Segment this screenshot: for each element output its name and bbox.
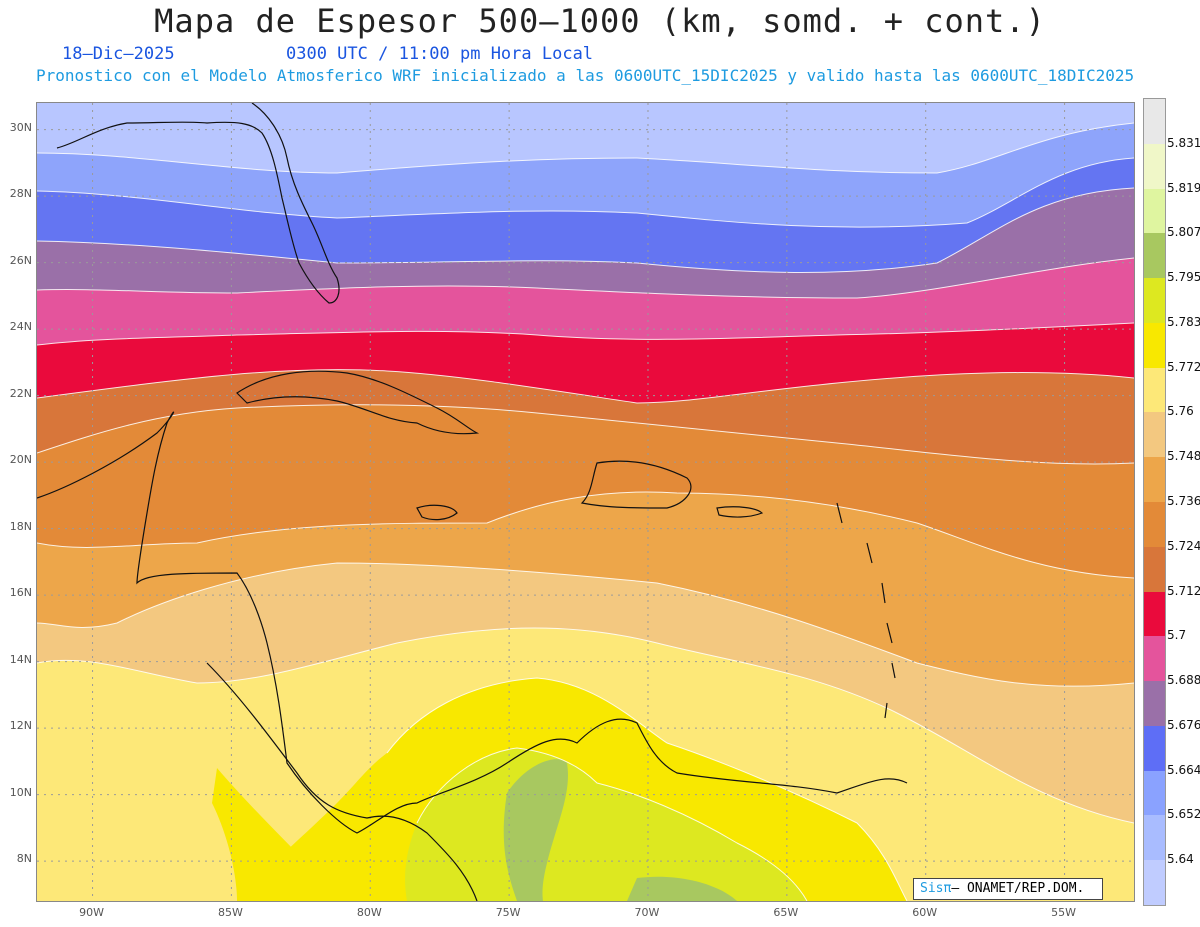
thickness-fill-layer bbox=[37, 103, 1134, 901]
colorbar-segment bbox=[1144, 367, 1165, 413]
lat-label: 28N bbox=[9, 187, 32, 201]
lat-lon-grid bbox=[37, 103, 1134, 901]
colorbar-segment bbox=[1144, 233, 1165, 279]
band-5772-west bbox=[212, 768, 337, 901]
lat-label: 16N bbox=[9, 586, 32, 600]
band-5795 bbox=[503, 759, 568, 901]
colorbar-segment bbox=[1144, 860, 1165, 906]
colorbar-label: 5.688 bbox=[1167, 673, 1200, 688]
colorbar-label: 5.76 bbox=[1167, 404, 1194, 419]
colorbar-label: 5.748 bbox=[1167, 449, 1200, 464]
band-5652 bbox=[37, 123, 1134, 228]
panama-colombia bbox=[206, 662, 478, 901]
lesser-antilles bbox=[836, 502, 896, 719]
band-lightblue bbox=[37, 103, 1134, 173]
band-5700 bbox=[37, 323, 1134, 403]
lon-label: 55W bbox=[1051, 906, 1076, 919]
colorbar-segment bbox=[1144, 188, 1165, 234]
band-5724 bbox=[37, 404, 1134, 578]
lat-label: 12N bbox=[9, 719, 32, 733]
thickness-colorbar bbox=[1143, 98, 1166, 906]
hispaniola bbox=[580, 460, 692, 509]
lon-label: 70W bbox=[634, 906, 660, 919]
band-5688 bbox=[37, 258, 1134, 345]
lon-label: 60W bbox=[912, 906, 938, 919]
lon-label: 90W bbox=[79, 906, 104, 919]
colorbar-label: 5.664 bbox=[1167, 762, 1200, 777]
colorbar-segment bbox=[1144, 412, 1165, 458]
colorbar-segment bbox=[1144, 591, 1165, 637]
colorbar-segment bbox=[1144, 681, 1165, 727]
contour-lines bbox=[37, 122, 1134, 901]
florida-coast bbox=[56, 103, 340, 304]
colorbar-label: 5.652 bbox=[1167, 807, 1200, 822]
band-5712 bbox=[37, 369, 1134, 464]
colorbar-label: 5.819 bbox=[1167, 180, 1200, 195]
colorbar-segment bbox=[1144, 502, 1165, 548]
colorbar-label: 5.676 bbox=[1167, 717, 1200, 732]
map-title: Mapa de Espesor 500—1000 (km, somd. + co… bbox=[154, 2, 1046, 40]
lat-label: 8N bbox=[16, 852, 32, 866]
colorbar-label: 5.712 bbox=[1167, 583, 1200, 598]
colorbar-label: 5.724 bbox=[1167, 538, 1200, 553]
band-5736 bbox=[37, 492, 1134, 687]
forecast-time: 0300 UTC / 11:00 pm Hora Local bbox=[286, 44, 594, 64]
sispi-logo: Sisπ bbox=[920, 881, 952, 896]
colorbar-label: 5.783 bbox=[1167, 314, 1200, 329]
lon-label: 75W bbox=[495, 906, 521, 919]
colorbar-segment bbox=[1144, 278, 1165, 324]
thickness-map bbox=[36, 102, 1135, 902]
yucatan-central-america bbox=[37, 411, 908, 834]
jamaica bbox=[416, 504, 458, 521]
lat-label: 26N bbox=[9, 253, 32, 267]
lat-label: 20N bbox=[9, 453, 32, 467]
colorbar-label: 5.795 bbox=[1167, 270, 1200, 285]
colorbar-segment bbox=[1144, 815, 1165, 861]
puerto-rico bbox=[716, 506, 764, 518]
forecast-date: 18—Dic—2025 bbox=[62, 44, 175, 64]
coastlines bbox=[37, 103, 908, 901]
colorbar-segment bbox=[1144, 546, 1165, 593]
cuba bbox=[236, 370, 480, 435]
band-5676 bbox=[37, 188, 1134, 298]
lat-label: 14N bbox=[9, 652, 32, 666]
band-5783 bbox=[405, 748, 807, 901]
credit-box: Sisπ— ONAMET/REP.DOM. bbox=[913, 878, 1103, 900]
colorbar-segment bbox=[1144, 99, 1165, 145]
colorbar-label: 5.807 bbox=[1167, 225, 1200, 240]
lat-label: 30N bbox=[9, 120, 32, 134]
colorbar-segment bbox=[1144, 770, 1165, 816]
lon-label: 80W bbox=[356, 906, 382, 919]
colorbar-label: 5.7 bbox=[1167, 628, 1187, 643]
credit-text: — ONAMET/REP.DOM. bbox=[951, 881, 1085, 896]
colorbar-segment bbox=[1144, 322, 1165, 369]
colorbar-segment bbox=[1144, 457, 1165, 503]
lon-label: 65W bbox=[773, 906, 799, 919]
band-5664 bbox=[37, 158, 1134, 273]
band-5795-b bbox=[627, 876, 737, 901]
lat-label: 10N bbox=[9, 785, 32, 799]
colorbar-label: 5.831 bbox=[1167, 135, 1200, 150]
colorbar-label: 5.736 bbox=[1167, 494, 1200, 508]
colorbar-label: 5.64 bbox=[1167, 852, 1194, 867]
colorbar-segment bbox=[1144, 143, 1165, 190]
colorbar-segment bbox=[1144, 636, 1165, 682]
lat-label: 22N bbox=[9, 386, 32, 400]
band-5748 bbox=[37, 563, 1134, 823]
colorbar-segment bbox=[1144, 725, 1165, 772]
lat-label: 18N bbox=[9, 519, 32, 533]
model-subtitle: Pronostico con el Modelo Atmosferico WRF… bbox=[36, 66, 1135, 85]
lon-label: 85W bbox=[217, 906, 243, 919]
lat-label: 24N bbox=[9, 320, 32, 334]
colorbar-label: 5.772 bbox=[1167, 359, 1200, 374]
